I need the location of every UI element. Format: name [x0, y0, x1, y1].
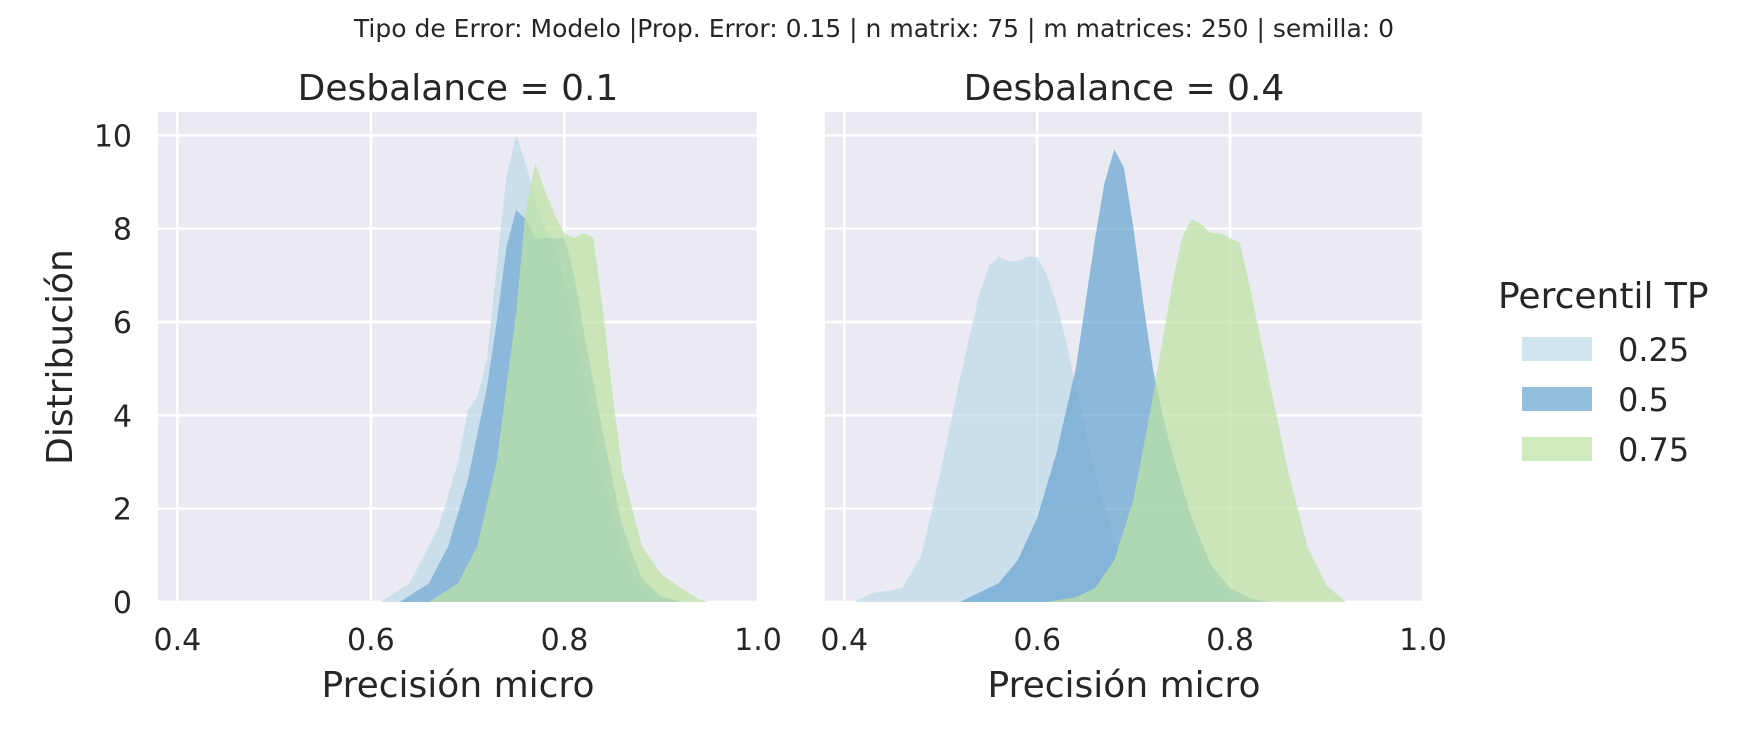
x-tick-label: 0.8	[1206, 623, 1254, 658]
y-tick-label: 10	[94, 119, 132, 154]
x-axis-label: Precisión micro	[322, 665, 595, 706]
legend-title: Percentil TP	[1498, 276, 1709, 317]
panel-title: Desbalance = 0.1	[298, 68, 619, 109]
legend-label-0-5: 0.5	[1618, 381, 1669, 419]
y-tick-label: 6	[113, 306, 132, 341]
y-tick-label: 0	[113, 586, 132, 621]
x-axis-label: Precisión micro	[988, 665, 1261, 706]
panel-title: Desbalance = 0.4	[964, 68, 1285, 109]
x-tick-label: 0.6	[347, 623, 395, 658]
x-tick-label: 0.4	[153, 623, 201, 658]
density-areas	[380, 135, 710, 603]
density-area-0-75	[1046, 219, 1346, 603]
density-area-0-5	[960, 149, 1269, 603]
tick-labels: 0.4 0.6 0.8 1.0 0 2 4 6 8 10	[94, 119, 782, 658]
legend-swatch-0-5	[1522, 387, 1592, 411]
x-tick-label: 0.8	[541, 623, 589, 658]
y-tick-label: 4	[113, 399, 132, 434]
y-tick-label: 8	[113, 213, 132, 248]
legend: Percentil TP 0.25 0.5 0.75	[1498, 276, 1709, 469]
panel-desbalance-0-1: 0.4 0.6 0.8 1.0 0 2 4 6 8 10 Desbalance = 0.1 Pre…	[40, 68, 782, 706]
density-areas	[853, 149, 1346, 603]
x-tick-label: 0.6	[1013, 623, 1061, 658]
legend-label-0-75: 0.75	[1618, 431, 1689, 469]
legend-swatch-0-75	[1522, 437, 1592, 461]
density-area-0-75	[429, 163, 710, 603]
y-axis-label: Distribución	[40, 249, 81, 465]
x-tick-label: 1.0	[1399, 623, 1447, 658]
x-tick-label: 1.0	[734, 623, 782, 658]
panel-desbalance-0-4: 0.4 0.6 0.8 1.0 Desbalance = 0.4 Precisión …	[820, 68, 1446, 706]
legend-label-0-25: 0.25	[1618, 331, 1689, 369]
figure-suptitle: Tipo de Error: Modelo |Prop. Error: 0.15…	[353, 14, 1394, 43]
x-tick-label: 0.4	[820, 623, 868, 658]
y-tick-label: 2	[113, 493, 132, 528]
legend-swatch-0-25	[1522, 337, 1592, 361]
tick-labels: 0.4 0.6 0.8 1.0	[820, 623, 1446, 658]
